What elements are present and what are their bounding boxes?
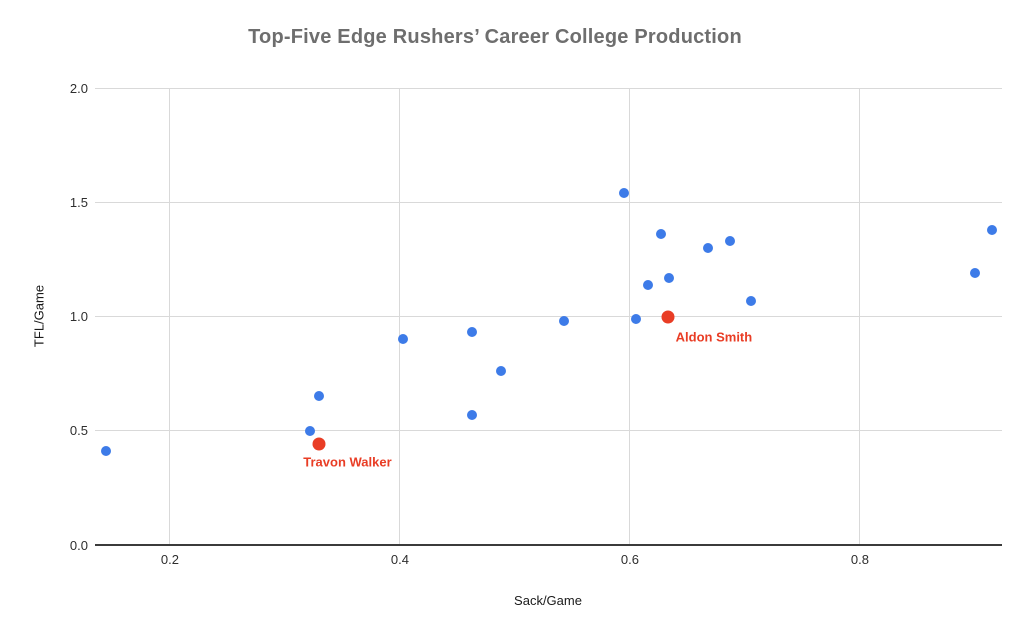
x-axis-title: Sack/Game [514, 593, 582, 608]
data-point [725, 236, 736, 247]
data-point [643, 279, 654, 290]
data-point [496, 366, 507, 377]
data-point [398, 334, 409, 345]
grid-line-vertical [859, 88, 861, 545]
grid-line-horizontal [95, 430, 1002, 432]
x-tick-label: 0.2 [160, 552, 179, 567]
data-point [559, 316, 570, 327]
y-tick-label: 0.5 [69, 423, 88, 439]
data-point [969, 268, 980, 279]
y-axis-title: TFL/Game [31, 284, 47, 348]
y-tick-label: 0.0 [69, 537, 88, 553]
data-point [314, 391, 325, 402]
y-tick-label: 1.5 [69, 194, 88, 210]
data-point [703, 242, 714, 253]
x-axis-line [95, 544, 1002, 546]
data-point [619, 188, 630, 199]
data-point [305, 425, 316, 436]
data-point [656, 229, 667, 240]
data-point [987, 224, 998, 235]
data-point [100, 446, 111, 457]
highlighted-data-point [312, 437, 326, 451]
highlighted-data-point [661, 310, 675, 323]
data-point [467, 409, 478, 420]
point-annotation: Aldon Smith [675, 329, 753, 344]
data-point [467, 327, 478, 338]
point-annotation: Travon Walker [303, 454, 392, 470]
data-point [630, 313, 641, 324]
x-tick-label: 0.8 [850, 552, 869, 567]
data-point [664, 272, 675, 283]
data-point [745, 295, 756, 306]
x-tick-label: 0.6 [620, 552, 639, 567]
grid-line-vertical [169, 88, 171, 545]
grid-line-vertical [629, 88, 631, 545]
y-tick-label: 1.0 [69, 309, 88, 324]
y-tick-label: 2.0 [69, 80, 88, 96]
grid-line-horizontal [95, 201, 1002, 203]
grid-line-horizontal [95, 87, 1002, 89]
grid-line-vertical [399, 88, 401, 545]
grid-line-horizontal [95, 316, 1002, 317]
x-tick-label: 0.4 [390, 552, 409, 567]
chart-title: Top-Five Edge Rushers’ Career College Pr… [248, 26, 742, 48]
